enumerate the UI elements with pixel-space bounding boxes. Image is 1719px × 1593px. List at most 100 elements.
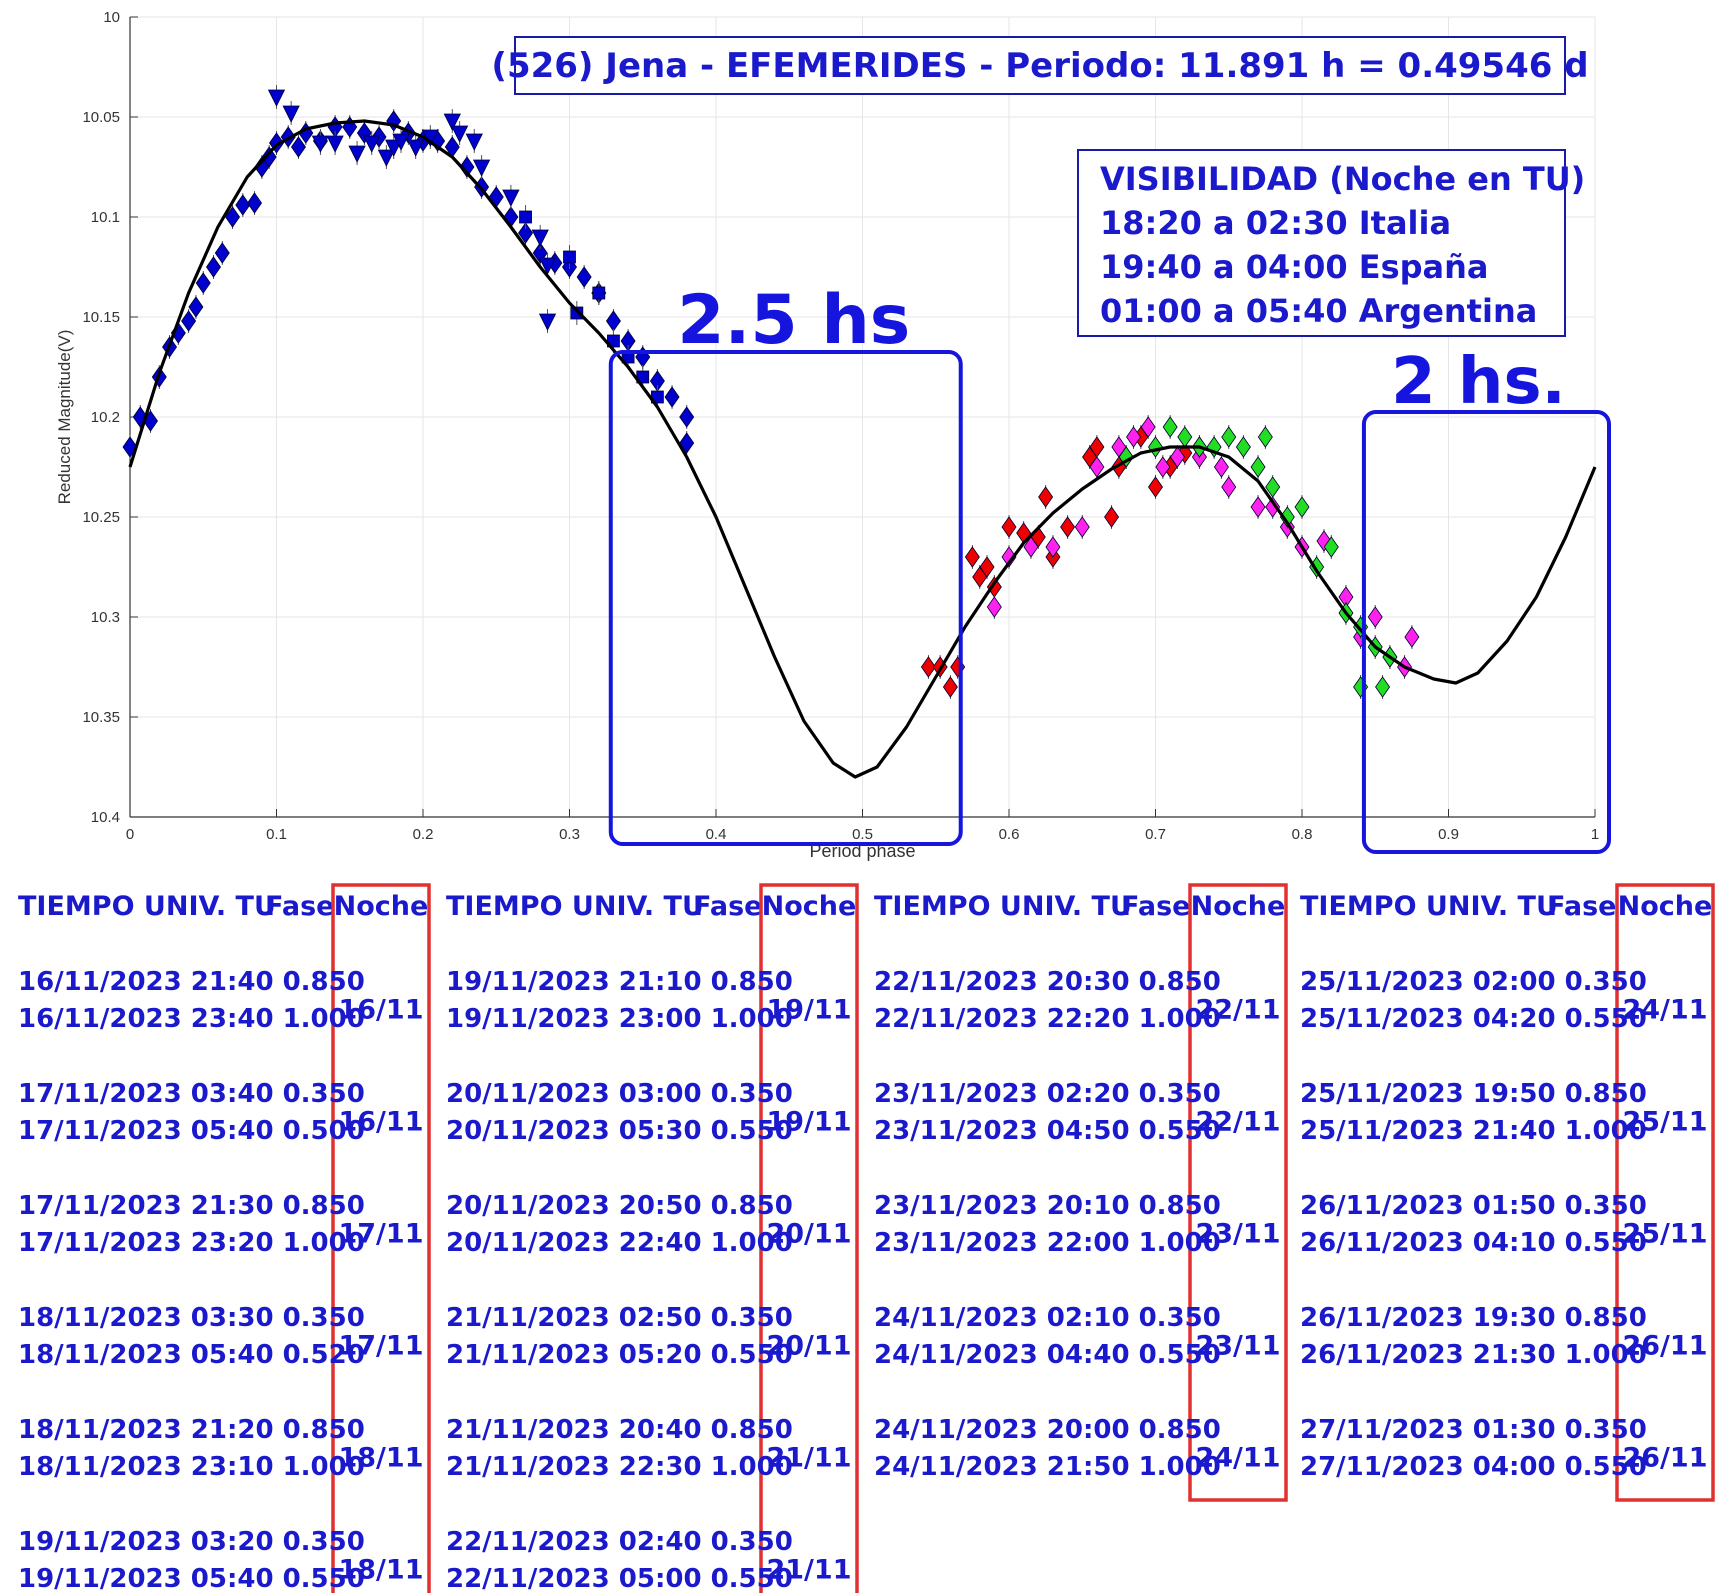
night-value: 17/11 [338, 1219, 423, 1250]
data-point [261, 146, 277, 168]
data-point [1294, 496, 1310, 518]
table-row: 21/11/2023 02:50 0.350 [446, 1303, 793, 1333]
header-phase: Fase [1547, 891, 1616, 922]
data-point [1162, 416, 1178, 438]
table-row: 23/11/2023 20:10 0.850 [874, 1191, 1221, 1221]
x-tick-label: 0.9 [1438, 826, 1459, 843]
data-point [290, 136, 306, 158]
header-night: Noche [334, 891, 429, 922]
data-point [1060, 516, 1076, 538]
data-point [472, 159, 491, 177]
data-point [563, 250, 576, 264]
data-point [1257, 426, 1273, 448]
table-row: 24/11/2023 21:50 1.000 [874, 1452, 1221, 1482]
data-point [531, 229, 549, 247]
table-row: 21/11/2023 20:40 0.850 [446, 1415, 793, 1445]
y-axis-label: Reduced Magnitude(V) [55, 330, 74, 505]
y-tick-label: 10 [103, 9, 120, 26]
night-value: 24/11 [1195, 1443, 1280, 1474]
y-tick-label: 10.3 [91, 609, 120, 626]
y-tick-label: 10.35 [82, 709, 120, 726]
data-point [1265, 496, 1281, 518]
series-1 [267, 85, 557, 333]
night-value: 21/11 [766, 1443, 851, 1474]
series-2 [519, 205, 664, 409]
visibility-box [1077, 149, 1566, 337]
table-row: 25/11/2023 19:50 0.850 [1300, 1079, 1647, 1109]
data-point [502, 189, 520, 207]
y-tick-label: 10.25 [82, 509, 120, 526]
table-row: 18/11/2023 23:10 1.000 [18, 1452, 365, 1482]
table-row: 23/11/2023 22:00 1.000 [874, 1228, 1221, 1258]
data-point [1001, 546, 1017, 568]
x-tick-label: 0.3 [559, 826, 580, 843]
table-row: 21/11/2023 22:30 1.000 [446, 1452, 793, 1482]
night-value: 25/11 [1622, 1107, 1707, 1138]
night-value: 23/11 [1195, 1219, 1280, 1250]
night-value: 21/11 [766, 1555, 851, 1586]
data-point [267, 89, 286, 107]
data-point [443, 113, 461, 131]
data-point [592, 286, 606, 300]
night-value: 24/11 [1622, 995, 1707, 1026]
y-tick-label: 10.1 [91, 209, 120, 226]
data-point [576, 266, 592, 288]
data-point [1169, 446, 1185, 468]
title-box [514, 36, 1566, 95]
data-point [1323, 536, 1339, 558]
night-column-box [1188, 883, 1288, 1502]
header-time: TIEMPO UNIV. TU [446, 891, 704, 922]
table-row: 21/11/2023 05:20 0.550 [446, 1340, 793, 1370]
chart-title: (526) Jena - EFEMERIDES - Periodo: 11.89… [491, 46, 1588, 86]
x-tick-label: 0.4 [706, 826, 727, 843]
table-row: 18/11/2023 03:30 0.350 [18, 1303, 365, 1333]
x-tick-label: 1 [1591, 826, 1599, 843]
night-column-box [759, 883, 859, 1593]
data-point [1404, 626, 1420, 648]
data-point [538, 313, 557, 331]
table-row: 26/11/2023 01:50 0.350 [1300, 1191, 1647, 1221]
x-tick-label: 0.1 [266, 826, 287, 843]
data-point [326, 135, 344, 153]
phase-window-label-2: 2 hs. [1391, 345, 1566, 419]
night-value: 25/11 [1622, 1219, 1707, 1250]
data-point [225, 206, 241, 228]
data-point [1265, 476, 1281, 498]
table-row: 26/11/2023 21:30 1.000 [1300, 1340, 1647, 1370]
night-value: 23/11 [1195, 1331, 1280, 1362]
data-point [459, 156, 475, 178]
data-point [363, 135, 381, 153]
data-point [311, 135, 330, 153]
table-row: 26/11/2023 19:30 0.850 [1300, 1303, 1647, 1333]
data-point [1126, 426, 1142, 448]
visibility-line: VISIBILIDAD (Noche en TU) [1100, 160, 1585, 198]
table-row: 25/11/2023 04:20 0.550 [1300, 1004, 1647, 1034]
data-point [235, 194, 251, 216]
table-row: 26/11/2023 04:10 0.550 [1300, 1228, 1647, 1258]
data-point [377, 149, 396, 167]
x-tick-label: 0.7 [1145, 826, 1166, 843]
table-row: 17/11/2023 21:30 0.850 [18, 1191, 365, 1221]
data-point [348, 145, 366, 163]
table-row: 19/11/2023 05:40 0.550 [18, 1564, 365, 1593]
header-time: TIEMPO UNIV. TU [1300, 891, 1558, 922]
data-point [214, 242, 230, 264]
night-value: 16/11 [338, 1107, 423, 1138]
data-point [450, 125, 469, 143]
data-point [942, 676, 958, 698]
night-value: 20/11 [766, 1219, 851, 1250]
y-tick-label: 10.05 [82, 109, 120, 126]
table-row: 17/11/2023 23:20 1.000 [18, 1228, 365, 1258]
header-phase: Fase [265, 891, 334, 922]
phase-window-box-1 [608, 350, 963, 846]
night-column-box [1615, 883, 1715, 1502]
data-point [1235, 436, 1251, 458]
table-row: 22/11/2023 20:30 0.850 [874, 967, 1221, 997]
data-point [1023, 536, 1039, 558]
data-point [1367, 606, 1383, 628]
y-tick-label: 10.15 [82, 309, 120, 326]
data-point [679, 406, 695, 428]
data-point [282, 105, 300, 123]
